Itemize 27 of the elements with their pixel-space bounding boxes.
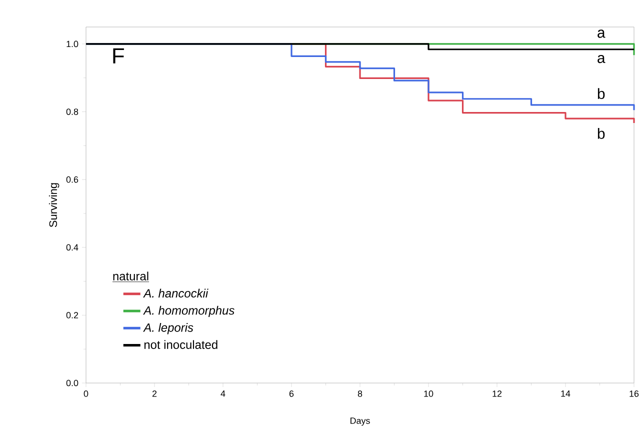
annotation: F: [113, 48, 124, 64]
y-tick-label: 0.2: [66, 312, 78, 318]
legend-label: not inoculated: [144, 340, 218, 349]
x-axis-title: Days: [350, 418, 370, 426]
legend-title: natural: [113, 272, 148, 280]
legend-label: A. hancockii: [143, 288, 208, 298]
x-tick-label: 10: [424, 390, 434, 397]
legend-label: A. leporis: [143, 323, 194, 334]
y-tick-label: 1.0: [66, 40, 78, 48]
x-tick-label: 0: [84, 390, 88, 397]
y-tick-label: 0.4: [66, 244, 78, 251]
x-tick-label: 4: [220, 390, 226, 397]
y-tick-label: 0.0: [66, 380, 78, 386]
x-tick-label: 8: [358, 390, 362, 397]
x-tick-label: 6: [289, 390, 294, 397]
x-tick-label: 14: [561, 390, 570, 397]
y-axis-title: Surviving: [48, 183, 60, 228]
legend-label: A. homomorphus: [143, 306, 234, 318]
annotation: b: [598, 88, 605, 100]
annotation: a: [598, 54, 606, 64]
annotation: b: [598, 128, 605, 139]
x-tick-label: 16: [630, 390, 639, 397]
x-tick-label: 2: [152, 390, 157, 397]
annotation: a: [598, 30, 606, 38]
x-tick-label: 12: [492, 390, 502, 397]
y-tick-label: 0.6: [66, 176, 78, 183]
y-tick-label: 0.8: [66, 108, 78, 115]
